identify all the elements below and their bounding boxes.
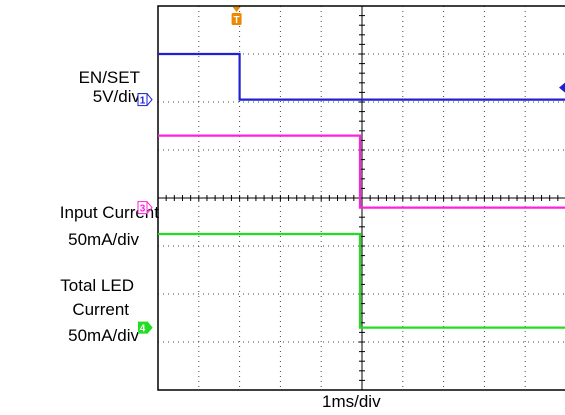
ch1-marker-label: 1 xyxy=(140,96,146,107)
ch1-level-arrow-icon xyxy=(559,82,565,93)
ch1-marker-box xyxy=(137,93,148,107)
ch3-marker-box xyxy=(137,201,148,215)
ch1-scale-label: 5V/div xyxy=(92,87,140,106)
graticule xyxy=(157,5,565,391)
trace-en-set xyxy=(158,52,565,101)
plot-border xyxy=(157,5,565,391)
ch1-marker-arrow-icon xyxy=(146,93,153,106)
traces xyxy=(158,52,565,329)
trace-input-current xyxy=(158,134,565,209)
channel-markers: T 1 3 4 xyxy=(137,7,565,335)
trigger-arrow-icon xyxy=(232,7,241,12)
ch4-marker-label: 4 xyxy=(140,324,146,335)
ch3-scale-label: 50mA/div xyxy=(68,230,139,249)
ch4-name-label-line2: Current xyxy=(72,300,129,319)
timebase-label: 1ms/div xyxy=(322,392,381,411)
ch4-marker-arrow-icon xyxy=(146,321,153,334)
ch3-marker-arrow-icon xyxy=(146,201,153,214)
trigger-label: T xyxy=(234,15,240,26)
ch3-name-label: Input Current xyxy=(59,203,159,222)
ch1-name-label: EN/SET xyxy=(78,68,140,87)
ch4-name-label-line1: Total LED xyxy=(60,276,134,295)
trigger-badge xyxy=(231,13,242,25)
ch4-marker-box xyxy=(138,321,147,334)
ch3-marker-label: 3 xyxy=(140,204,146,215)
trace-total-led-current xyxy=(158,232,565,329)
ch4-scale-label: 50mA/div xyxy=(68,326,139,345)
